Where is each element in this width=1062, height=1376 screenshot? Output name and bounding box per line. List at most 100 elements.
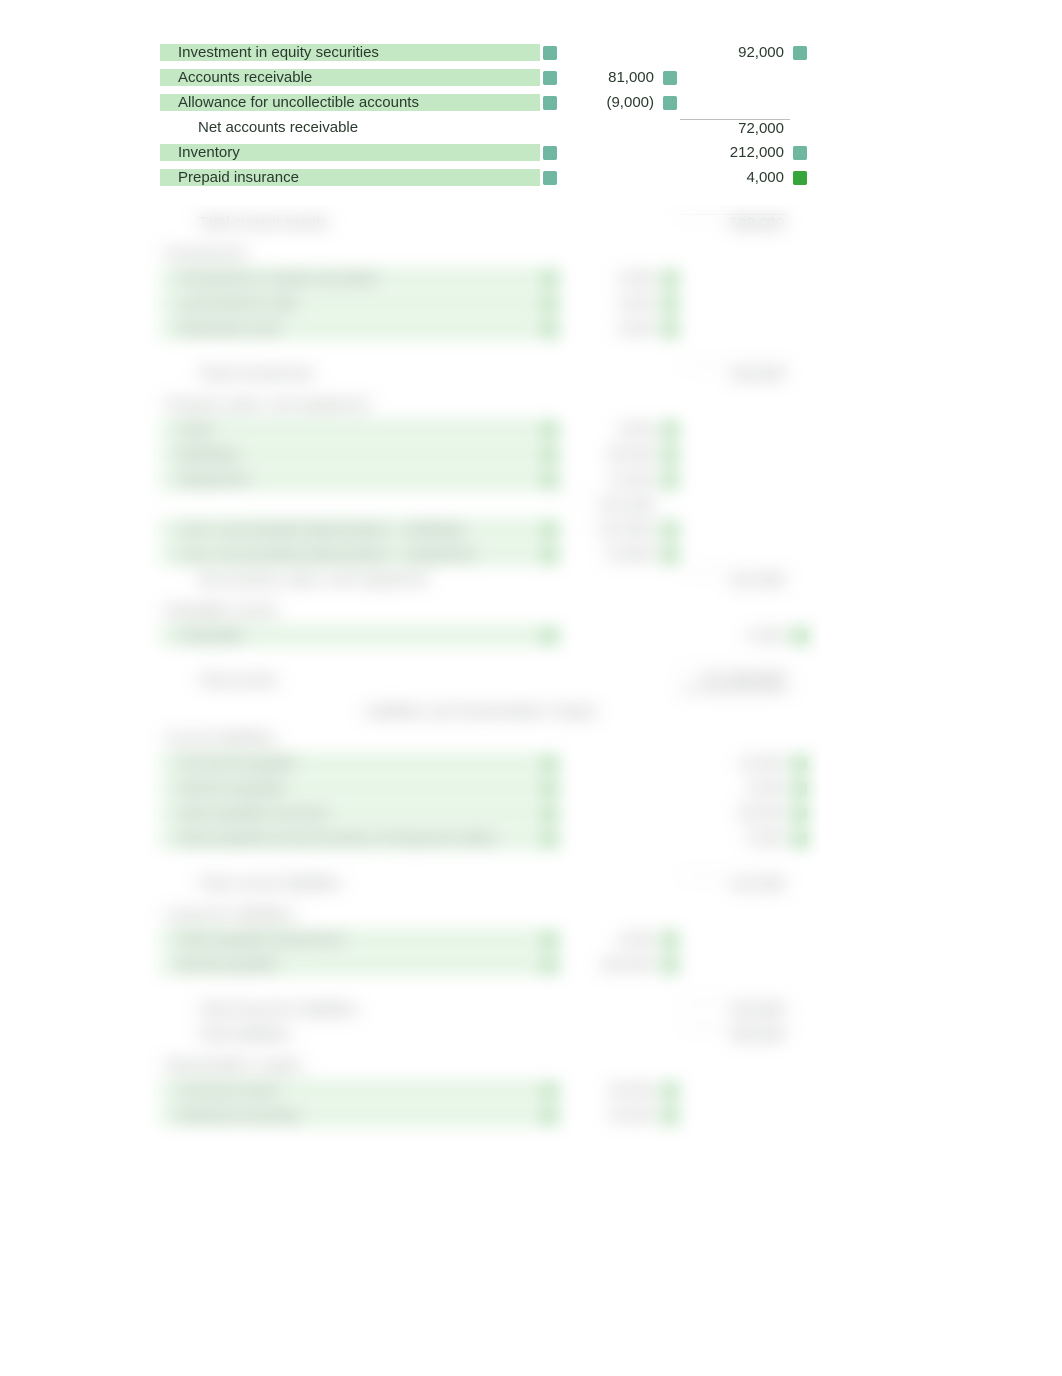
table-row: Less: accumulated depreciation – equipme… [160,542,800,567]
row-label: Allowance for uncollectible accounts [178,94,419,111]
row-amount-detail: 4,000 [560,931,660,948]
row-label: Accounts payable [178,755,296,772]
row-amount-total: 13,000 [680,755,790,772]
table-row: Investment in equity securities 4,000 [160,266,800,291]
row-amount-total: 212,000 [680,144,790,161]
row-label: Restricted cash [178,320,281,337]
check-icon[interactable] [543,933,557,947]
check-icon[interactable] [543,423,557,437]
check-icon[interactable] [543,1084,557,1098]
row-label: Investment in equity securities [178,44,379,61]
check-icon[interactable] [793,629,807,643]
dropdown-icon[interactable] [543,96,557,110]
check-icon[interactable] [543,548,557,562]
check-icon[interactable] [663,272,677,286]
check-icon[interactable] [543,322,557,336]
table-row: Note payable (current) 50,000 [160,801,800,826]
table-row: Investment in equity securities 92,000 [160,40,800,65]
table-row: Copyright 4,200 [160,623,800,648]
row-amount-total: $ 1,200,000 [680,670,790,691]
row-label: Less: accumulated depreciation – equipme… [178,546,476,563]
table-row: Common stock 40,000 [160,1078,800,1103]
dropdown-icon[interactable] [543,71,557,85]
row-label: Land held for sale [178,295,297,312]
row-label: Net accounts receivable [198,119,358,136]
dropdown-icon[interactable] [543,146,557,160]
check-icon[interactable] [663,523,677,537]
row-amount-total: 92,000 [680,44,790,61]
table-row: Less: accumulated depreciation – buildin… [160,517,800,542]
check-icon[interactable] [543,523,557,537]
table-row: Note payable (long-term) 4,000 [160,927,800,952]
table-row: Total investments 100,000 [160,361,800,386]
table-row: Total liabilities 295,000 [160,1022,800,1047]
table-row: Interest payable 3,000 [160,776,800,801]
check-icon[interactable] [793,782,807,796]
row-label: Total current liabilities [198,875,341,892]
check-icon[interactable] [543,1109,557,1123]
dropdown-icon[interactable] [663,71,677,85]
check-icon[interactable] [543,757,557,771]
section-header: Shareholders’ equity: [164,1057,800,1074]
check-icon[interactable] [543,272,557,286]
row-label: Note payable (long-term) [178,931,344,948]
row-amount-detail: 40,000 [560,1082,660,1099]
row-label: Common stock [178,1082,278,1099]
check-icon[interactable] [663,1109,677,1123]
check-icon[interactable] [663,933,677,947]
table-row: Restricted cash 4,000 [160,316,800,341]
check-icon[interactable] [793,832,807,846]
row-amount-detail: 80,000 [560,446,660,463]
check-icon[interactable] [663,958,677,972]
check-icon[interactable] [663,423,677,437]
row-label: Note payable (current) [178,805,327,822]
row-amount-detail: 221,000 [560,496,660,514]
dropdown-icon[interactable] [793,46,807,60]
check-icon[interactable] [543,958,557,972]
check-icon[interactable] [663,297,677,311]
dropdown-icon[interactable] [663,96,677,110]
row-amount-detail: (14,000) [560,521,660,538]
dropdown-icon[interactable] [543,171,557,185]
dropdown-icon[interactable] [793,146,807,160]
row-amount-detail: (3,000) [560,546,660,563]
check-icon[interactable] [543,807,557,821]
row-amount-detail: 34,000 [560,1107,660,1124]
row-label: Accounts receivable [178,69,312,86]
row-label: Total current assets [198,214,328,231]
row-label: Inventory [178,144,240,161]
check-icon[interactable] [543,832,557,846]
row-label: Note payable (current portion of long-te… [178,830,495,847]
row-label: Equipment [178,471,250,488]
table-row: Retained earnings 34,000 [160,1103,800,1128]
row-label: Land [178,421,211,438]
row-label: Total investments [198,365,314,382]
row-amount-total: 141,000 [680,875,790,893]
check-icon[interactable] [793,171,807,185]
check-icon[interactable] [793,757,807,771]
section-title: Liabilities and Shareholders’ Equity [160,703,800,720]
row-amount-total: 100,000 [680,365,790,383]
dropdown-icon[interactable] [543,46,557,60]
total-assets-row: Total assets $ 1,200,000 [160,668,800,693]
table-row: Land 4,000 [160,417,800,442]
row-label: Total liabilities [198,1026,291,1043]
row-label: Retained earnings [178,1107,300,1124]
check-icon[interactable] [543,297,557,311]
check-icon[interactable] [793,807,807,821]
check-icon[interactable] [543,782,557,796]
check-icon[interactable] [543,473,557,487]
check-icon[interactable] [663,473,677,487]
table-row: Total current assets 508,000 [160,210,800,235]
check-icon[interactable] [663,548,677,562]
check-icon[interactable] [663,448,677,462]
check-icon[interactable] [663,1084,677,1098]
section-header: Intangible assets: [164,602,800,619]
table-row: 221,000 [160,492,800,517]
balance-sheet-table: Investment in equity securities 92,000 A… [160,40,800,1188]
check-icon[interactable] [543,448,557,462]
check-icon[interactable] [663,322,677,336]
row-amount-total: 154,000 [680,1001,790,1019]
row-amount-detail: 4,000 [560,295,660,312]
check-icon[interactable] [543,629,557,643]
